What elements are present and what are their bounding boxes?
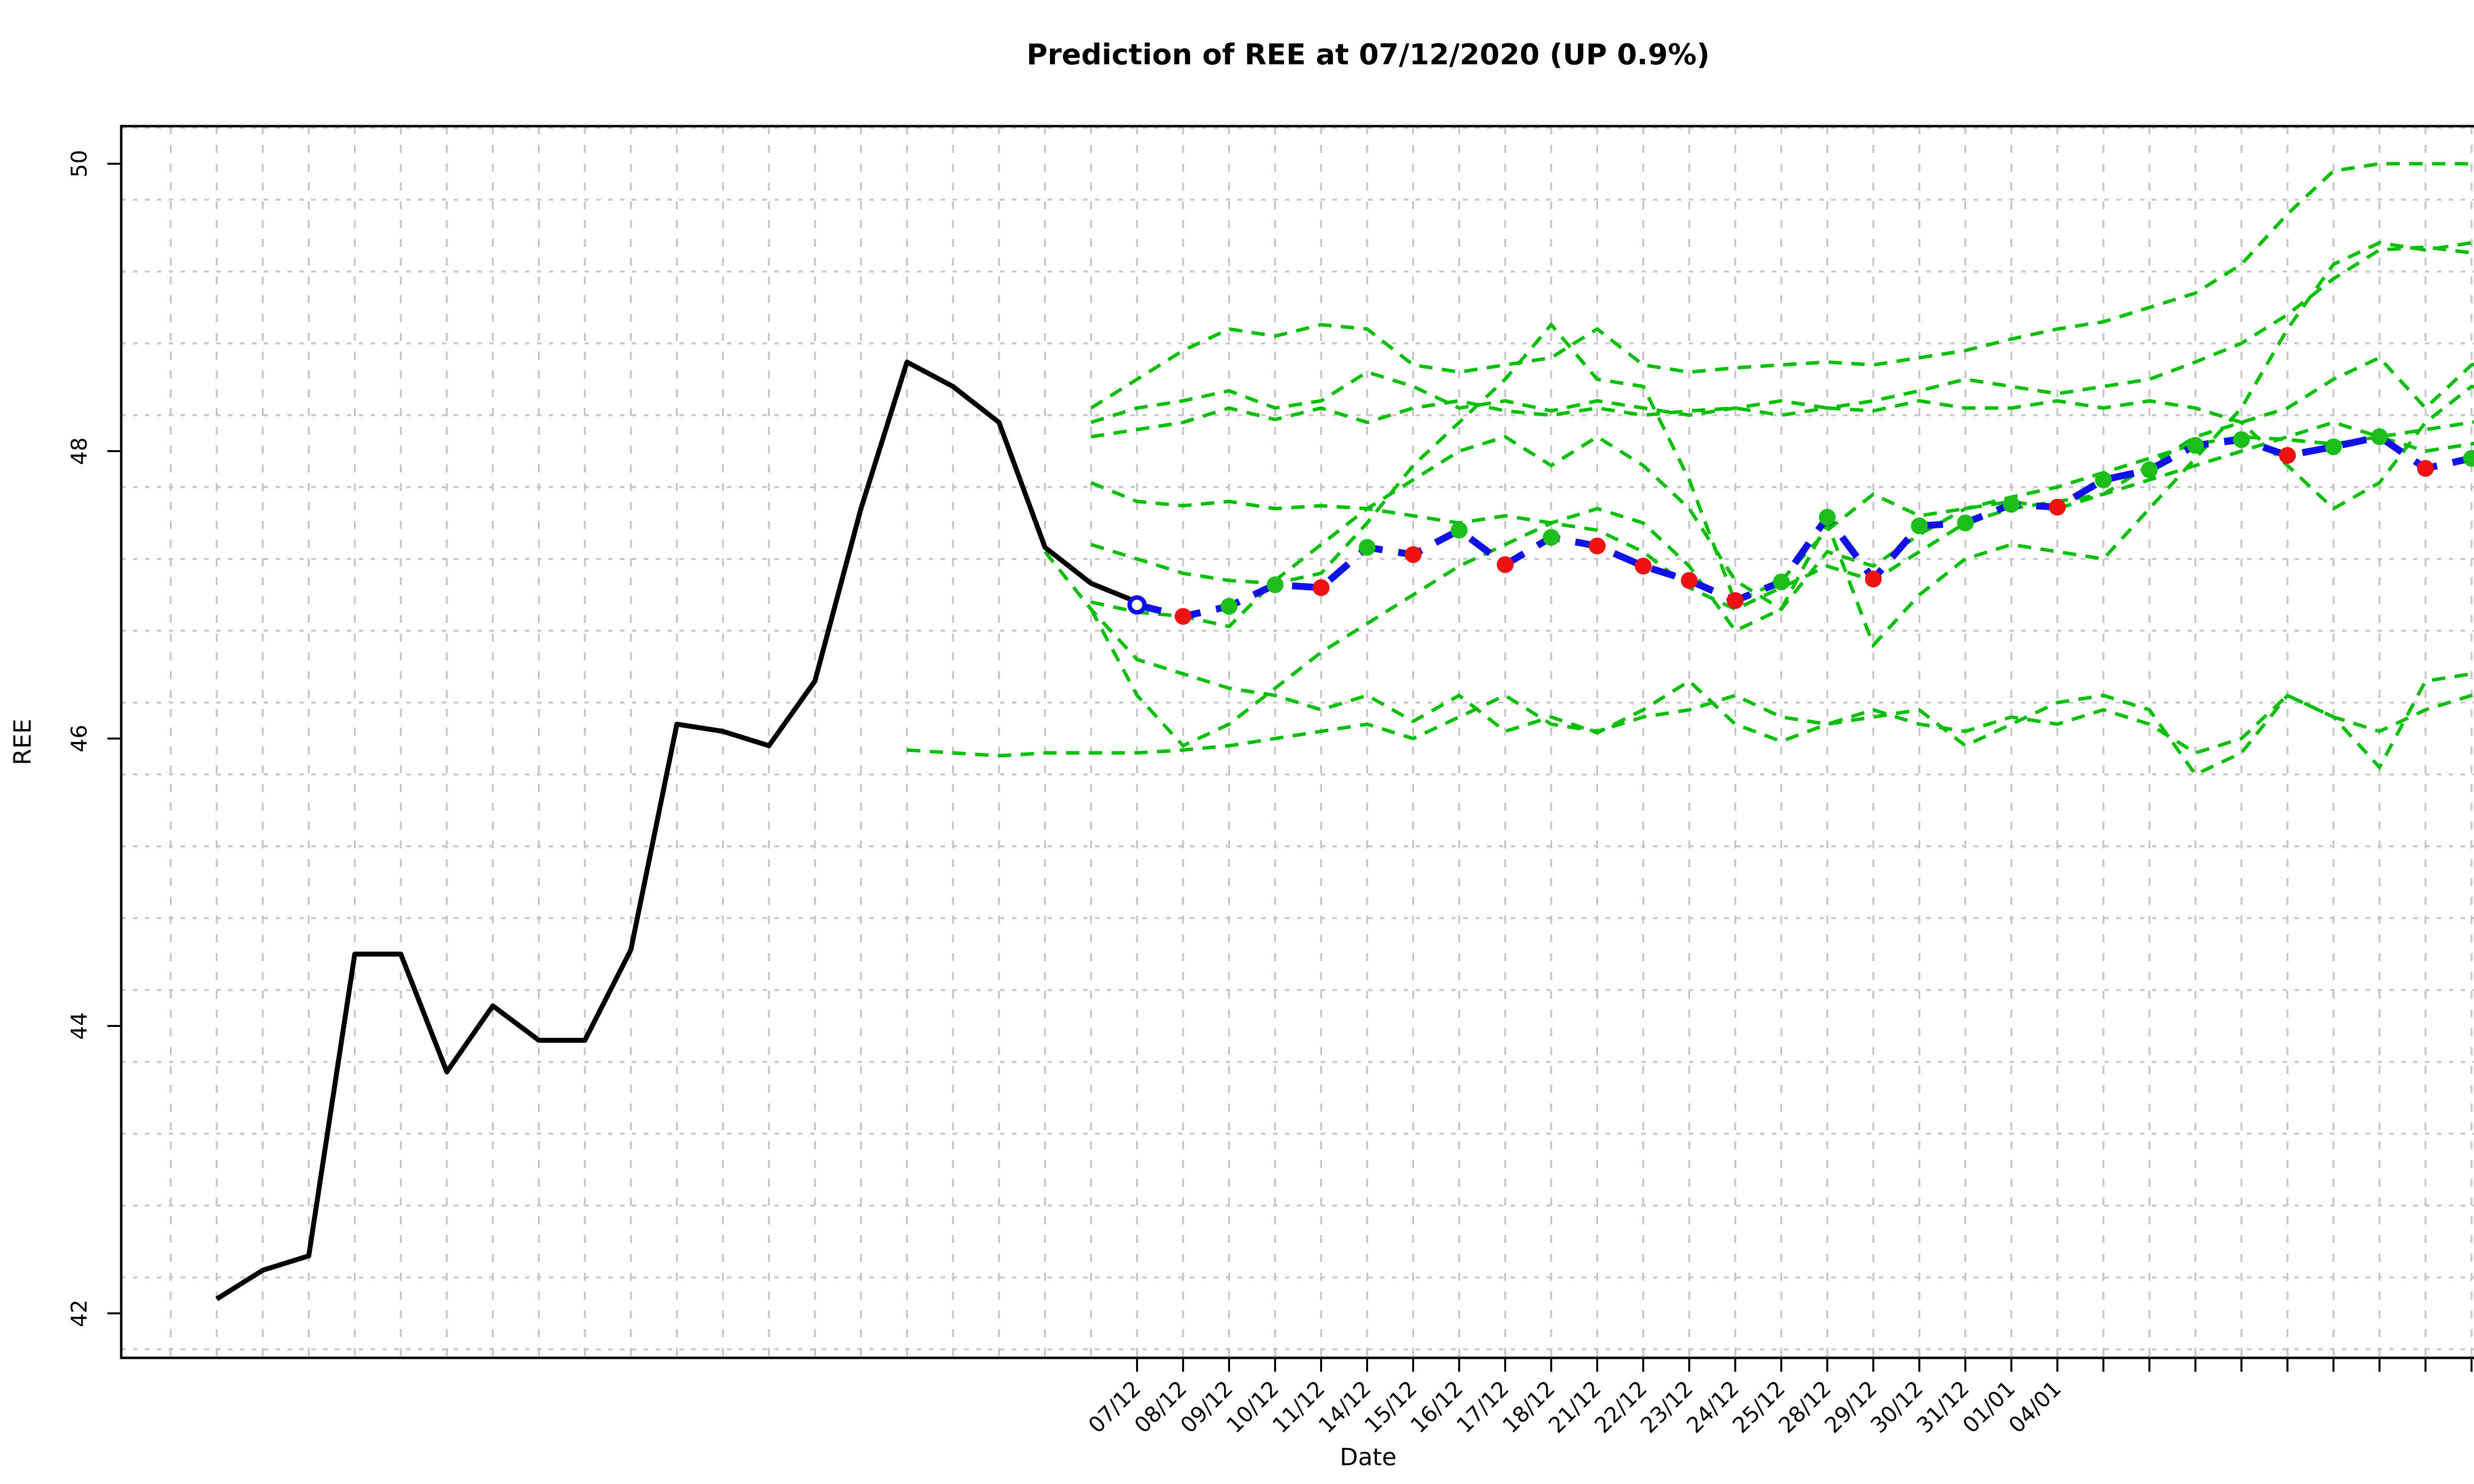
prediction-point-up bbox=[2233, 431, 2250, 448]
prediction-point-up bbox=[1221, 598, 1237, 615]
prediction-point-up bbox=[2003, 496, 2020, 513]
y-tick-label: 44 bbox=[67, 1012, 92, 1040]
prediction-point-down bbox=[1635, 557, 1652, 575]
y-tick-label: 46 bbox=[67, 725, 92, 752]
ensemble-member-line bbox=[1089, 241, 2474, 748]
y-tick-label: 48 bbox=[67, 437, 92, 465]
prediction-point-up bbox=[1451, 521, 1468, 539]
y-tick-label: 50 bbox=[67, 150, 92, 178]
y-tick-label: 42 bbox=[67, 1299, 92, 1327]
prediction-point-down bbox=[2049, 499, 2066, 516]
ensemble-member-line bbox=[1044, 551, 2474, 777]
ensemble-member-line bbox=[1090, 420, 2474, 611]
x-axis-label: Date bbox=[1340, 1443, 1397, 1471]
prediction-point-down bbox=[1405, 546, 1422, 563]
y-axis-label: REE bbox=[9, 719, 37, 765]
prediction-point-up bbox=[1543, 529, 1560, 546]
prediction-point-up bbox=[1773, 573, 1790, 591]
prediction-point-up bbox=[1359, 539, 1376, 556]
prediction-point-up bbox=[2325, 438, 2342, 456]
history-line bbox=[215, 359, 1138, 1301]
prediction-point-up bbox=[2141, 461, 2158, 478]
prediction-point-up bbox=[1911, 517, 1928, 535]
prediction-point-down bbox=[1175, 608, 1191, 625]
prediction-point-up bbox=[1957, 514, 1974, 532]
prediction-point-down bbox=[1681, 572, 1698, 589]
prediction-point-down bbox=[1865, 570, 1882, 588]
prediction-start-marker bbox=[1127, 595, 1147, 615]
prediction-point-up bbox=[2371, 428, 2388, 445]
prediction-point-up bbox=[2095, 471, 2112, 489]
prediction-point-down bbox=[1313, 579, 1330, 596]
prediction-point-up bbox=[2187, 437, 2204, 454]
prediction-point-down bbox=[2279, 447, 2296, 464]
chart-title: Prediction of REE at 07/12/2020 (UP 0.9%… bbox=[1027, 38, 1710, 71]
prediction-point-down bbox=[1727, 592, 1744, 609]
plot-area bbox=[121, 126, 2474, 1358]
ensemble-member-line bbox=[1090, 245, 2474, 424]
prediction-point-up bbox=[1819, 509, 1836, 526]
prediction-point-up bbox=[1267, 576, 1284, 594]
ensemble-member-line bbox=[1090, 162, 2474, 410]
prediction-point-up bbox=[2463, 450, 2474, 467]
prediction-point-down bbox=[2417, 460, 2434, 477]
prediction-point-down bbox=[1497, 556, 1514, 573]
ensemble-member-line bbox=[906, 693, 2474, 758]
prediction-point-down bbox=[1589, 537, 1606, 555]
